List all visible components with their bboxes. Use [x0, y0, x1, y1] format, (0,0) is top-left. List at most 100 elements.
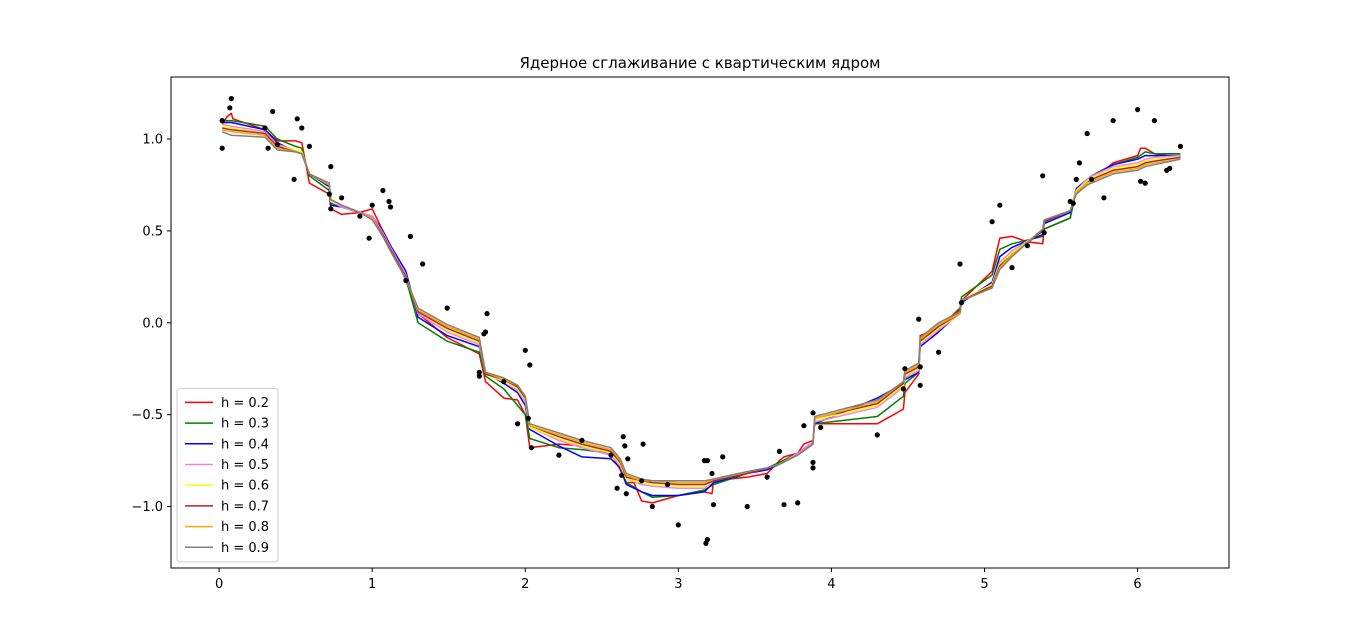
data-point: [219, 118, 225, 124]
data-point: [1089, 176, 1095, 182]
data-point: [625, 456, 631, 462]
data-point: [623, 491, 629, 497]
data-point: [403, 277, 409, 284]
data-point: [795, 500, 801, 506]
data-point: [515, 421, 521, 427]
data-point: [1084, 130, 1090, 137]
data-point: [916, 316, 922, 322]
data-point: [1041, 230, 1047, 236]
data-point: [874, 432, 880, 438]
data-point: [665, 481, 671, 488]
data-point: [720, 454, 726, 460]
data-point: [306, 143, 312, 149]
data-point: [1142, 180, 1148, 186]
data-point: [1040, 173, 1046, 179]
data-point: [270, 108, 276, 115]
data-point: [1070, 200, 1076, 206]
legend-label: h = 0.2: [221, 396, 269, 411]
legend-box: [176, 387, 279, 563]
data-point: [818, 424, 824, 431]
data-point: [407, 233, 413, 239]
data-point: [476, 369, 482, 375]
data-point: [556, 452, 562, 458]
y-tick-label: 1.0: [142, 133, 163, 148]
data-point: [989, 219, 995, 225]
data-point: [294, 116, 300, 122]
chart-title: Ядерное сглаживание с квартическим ядром: [519, 54, 880, 72]
data-point: [997, 202, 1003, 208]
data-point: [522, 347, 528, 353]
data-point: [958, 300, 965, 306]
data-point: [1151, 118, 1157, 124]
data-point: [579, 437, 585, 443]
data-point: [810, 465, 816, 471]
data-point: [608, 452, 614, 458]
data-point: [326, 191, 332, 197]
data-point: [810, 410, 816, 416]
data-point: [1101, 195, 1107, 201]
data-point: [1167, 165, 1173, 171]
data-point: [675, 522, 681, 528]
data-point: [386, 198, 392, 205]
data-point: [936, 349, 942, 355]
data-point: [639, 478, 645, 484]
data-point: [528, 445, 535, 451]
data-point: [525, 415, 531, 421]
data-point: [262, 125, 268, 131]
data-point: [357, 213, 363, 219]
data-point: [744, 503, 750, 510]
data-point: [339, 195, 345, 201]
data-point: [622, 443, 628, 449]
legend-label: h = 0.6: [221, 479, 269, 494]
data-point: [619, 472, 625, 478]
data-point: [917, 382, 923, 388]
data-point: [219, 145, 225, 151]
data-point: [369, 202, 375, 208]
data-point: [776, 448, 783, 454]
data-point: [1110, 118, 1116, 124]
data-point: [366, 235, 372, 241]
data-point: [810, 459, 816, 465]
data-point: [704, 458, 711, 464]
legend-label: h = 0.5: [221, 458, 269, 473]
data-point: [387, 204, 394, 210]
data-point: [265, 145, 271, 151]
data-point: [1138, 178, 1144, 184]
legend-label: h = 0.8: [221, 520, 269, 535]
data-point: [420, 261, 426, 267]
data-point: [1009, 265, 1015, 271]
data-point: [902, 366, 908, 372]
x-tick-label: 5: [980, 577, 988, 592]
data-point: [710, 502, 717, 508]
data-point: [484, 311, 490, 317]
data-point: [299, 125, 305, 131]
y-axis: −1.0 −0.5 0.0 0.5 1.0: [131, 133, 171, 515]
x-axis: 0 1 2 3 4 5 6: [215, 568, 1142, 592]
legend: h = 0.2 h = 0.3 h = 0.4 h = 0.5 h = 0.6 h = 0…: [176, 387, 279, 563]
data-point: [328, 206, 334, 212]
data-point: [649, 503, 655, 510]
data-point: [1073, 176, 1079, 182]
data-point: [1177, 143, 1183, 149]
data-point: [781, 502, 787, 508]
x-tick-label: 2: [521, 577, 529, 592]
data-point: [1024, 243, 1030, 249]
data-point: [501, 379, 507, 385]
legend-label: h = 0.4: [221, 437, 269, 452]
y-tick-label: 0.0: [142, 316, 163, 331]
y-tick-label: −0.5: [131, 408, 163, 423]
data-point: [274, 141, 280, 148]
data-point: [476, 373, 482, 379]
plot-area: [219, 96, 1183, 546]
data-point: [640, 441, 646, 447]
data-point: [482, 329, 489, 335]
data-point: [328, 164, 334, 170]
data-point: [704, 537, 711, 543]
data-point: [917, 364, 923, 370]
legend-label: h = 0.9: [221, 541, 269, 556]
y-tick-label: −1.0: [131, 500, 163, 515]
data-point: [444, 305, 450, 311]
data-point: [1135, 107, 1141, 113]
data-point: [228, 96, 234, 102]
